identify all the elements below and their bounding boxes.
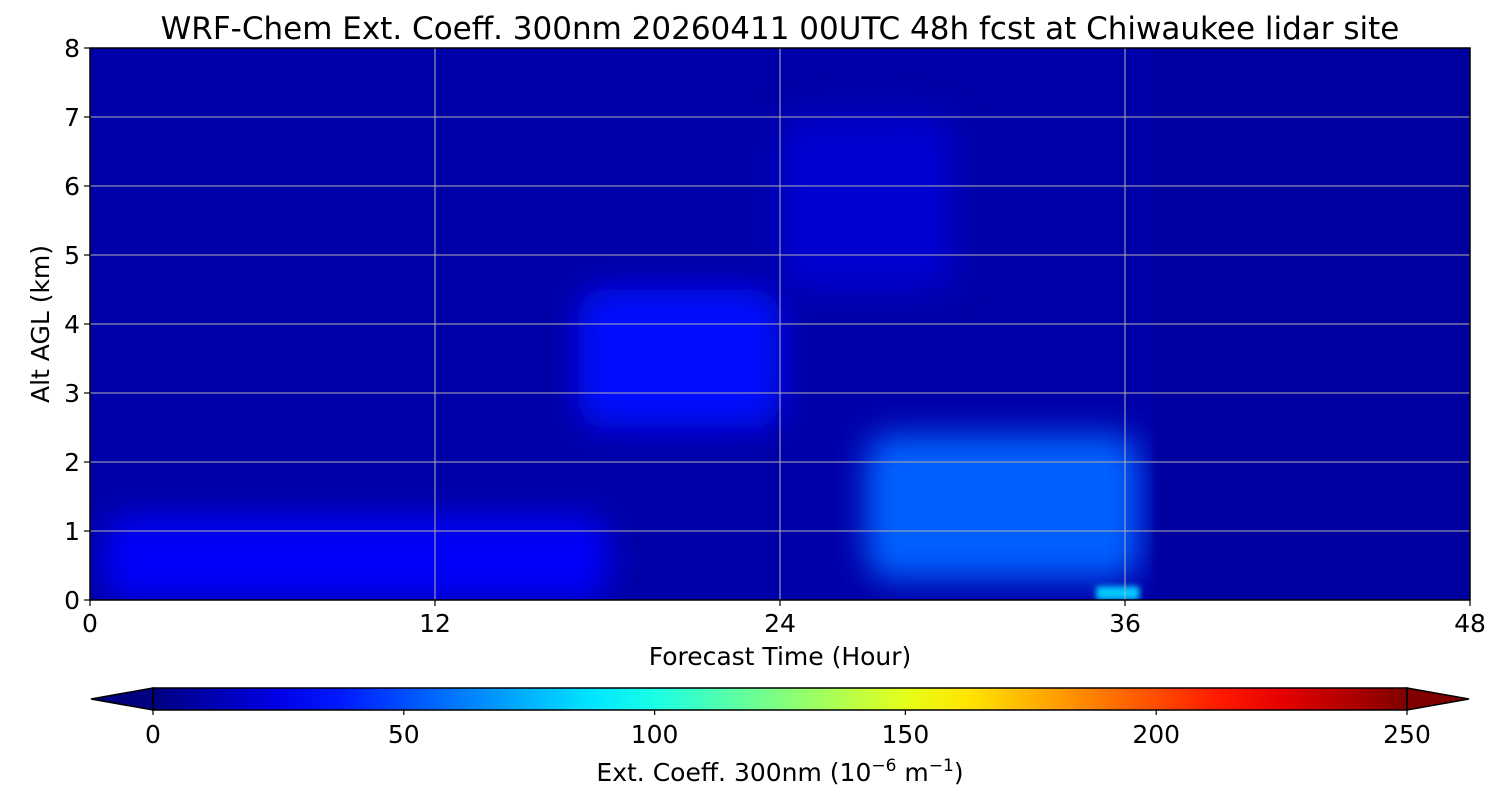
colorbar-ticks: 0 50 100 150 200 250 [145, 710, 1431, 749]
colorbar-gradient [153, 688, 1407, 710]
y-axis: 0 1 2 3 4 5 6 7 8 [64, 34, 90, 615]
y-axis-label: Alt AGL (km) [26, 245, 55, 403]
y-tick-label-7: 7 [64, 103, 80, 132]
field-region-4 [1096, 586, 1140, 600]
colorbar: 0 50 100 150 200 250 Ext. Coeff. 300nm (10−6 … [90, 687, 1470, 787]
colorbar-tick-label-250: 250 [1383, 720, 1431, 749]
colorbar-label: Ext. Coeff. 300nm (10−6 m−1) [596, 756, 963, 787]
field-region-0 [104, 517, 608, 600]
field-region-3 [866, 434, 1140, 580]
colorbar-tick-label-0: 0 [145, 720, 161, 749]
field-region-1 [578, 289, 780, 428]
y-tick-label-0: 0 [64, 586, 80, 615]
x-tick-label-24: 24 [764, 609, 796, 638]
colorbar-label-exponent-2: −1 [929, 756, 954, 776]
grid-lines [90, 48, 1470, 600]
y-tick-label-2: 2 [64, 448, 80, 477]
y-tick-label-4: 4 [64, 310, 80, 339]
x-tick-label-48: 48 [1454, 609, 1486, 638]
colorbar-tick-label-150: 150 [882, 720, 930, 749]
colorbar-frame [152, 687, 1408, 711]
colorbar-label-mid: m [896, 758, 928, 787]
x-tick-label-12: 12 [419, 609, 451, 638]
colorbar-label-end: ) [954, 758, 964, 787]
y-tick-label-1: 1 [64, 517, 80, 546]
x-tick-label-36: 36 [1109, 609, 1141, 638]
chart-title: WRF-Chem Ext. Coeff. 300nm 20260411 00UT… [161, 11, 1400, 47]
colorbar-tick-label-50: 50 [388, 720, 420, 749]
colorbar-extend-min [90, 687, 154, 711]
x-axis: 0 12 24 36 48 [82, 600, 1486, 638]
y-tick-label-3: 3 [64, 379, 80, 408]
colorbar-label-main: Ext. Coeff. 300nm (10 [596, 758, 871, 787]
colorbar-extend-max [1406, 687, 1470, 711]
x-axis-label: Forecast Time (Hour) [649, 642, 912, 671]
colorbar-label-exponent-1: −6 [871, 756, 896, 776]
plot-area [89, 47, 1471, 601]
y-tick-label-5: 5 [64, 241, 80, 270]
y-tick-label-8: 8 [64, 34, 80, 63]
x-tick-label-0: 0 [82, 609, 98, 638]
colorbar-tick-label-200: 200 [1132, 720, 1180, 749]
y-tick-label-6: 6 [64, 172, 80, 201]
field-region-2 [780, 117, 953, 290]
colorbar-tick-label-100: 100 [631, 720, 679, 749]
